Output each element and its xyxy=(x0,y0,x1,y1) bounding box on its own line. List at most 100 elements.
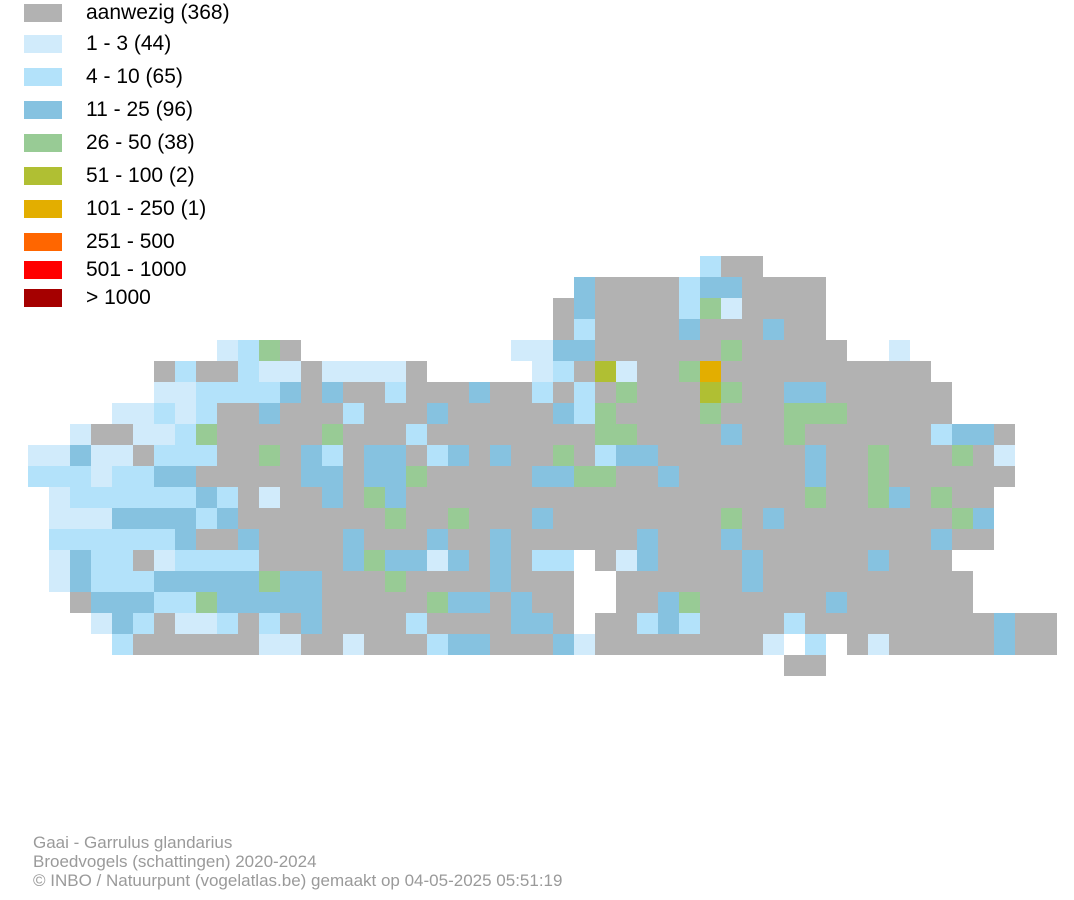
map-cell xyxy=(154,361,175,382)
map-cell xyxy=(616,592,637,613)
map-cell xyxy=(910,487,931,508)
map-cell xyxy=(322,592,343,613)
map-cell xyxy=(301,424,322,445)
map-cell xyxy=(595,340,616,361)
map-cell xyxy=(700,571,721,592)
map-cell xyxy=(616,571,637,592)
map-cell xyxy=(679,361,700,382)
map-cell xyxy=(637,277,658,298)
map-cell xyxy=(784,340,805,361)
map-cell xyxy=(91,487,112,508)
map-cell xyxy=(679,340,700,361)
map-cell xyxy=(385,361,406,382)
map-cell xyxy=(742,508,763,529)
map-cell xyxy=(763,424,784,445)
map-cell xyxy=(448,403,469,424)
map-cell xyxy=(196,634,217,655)
map-cell xyxy=(343,571,364,592)
map-cell xyxy=(238,571,259,592)
map-cell xyxy=(553,340,574,361)
map-cell xyxy=(133,466,154,487)
map-cell xyxy=(511,424,532,445)
map-cell xyxy=(280,466,301,487)
map-cell xyxy=(112,592,133,613)
map-cell xyxy=(490,466,511,487)
map-cell xyxy=(280,403,301,424)
map-cell xyxy=(406,592,427,613)
map-cell xyxy=(574,445,595,466)
map-cell xyxy=(532,529,553,550)
map-cell xyxy=(868,592,889,613)
map-cell xyxy=(196,361,217,382)
map-cell xyxy=(826,550,847,571)
map-cell xyxy=(364,529,385,550)
map-cell xyxy=(973,445,994,466)
map-cell xyxy=(553,529,574,550)
map-cell xyxy=(175,613,196,634)
map-cell xyxy=(406,613,427,634)
map-cell xyxy=(427,634,448,655)
map-cell xyxy=(511,529,532,550)
map-cell xyxy=(553,634,574,655)
map-cell xyxy=(427,424,448,445)
map-cell xyxy=(763,319,784,340)
map-cell xyxy=(574,298,595,319)
map-cell xyxy=(868,613,889,634)
map-cell xyxy=(49,529,70,550)
map-cell xyxy=(763,592,784,613)
map-cell xyxy=(532,382,553,403)
map-cell xyxy=(511,634,532,655)
map-cell xyxy=(637,445,658,466)
map-cell xyxy=(742,361,763,382)
species-name: Gaai - Garrulus glandarius xyxy=(33,833,233,852)
map-cell xyxy=(721,403,742,424)
map-cell xyxy=(574,529,595,550)
map-cell xyxy=(553,403,574,424)
map-cell xyxy=(406,424,427,445)
map-cell xyxy=(658,340,679,361)
map-cell xyxy=(889,550,910,571)
map-cell xyxy=(343,508,364,529)
map-cell xyxy=(112,550,133,571)
map-cell xyxy=(427,571,448,592)
map-cell xyxy=(490,403,511,424)
map-cell xyxy=(742,277,763,298)
map-cell xyxy=(616,361,637,382)
map-cell xyxy=(700,445,721,466)
map-cell xyxy=(721,508,742,529)
map-cell xyxy=(616,424,637,445)
legend-swatch xyxy=(24,35,62,53)
map-cell xyxy=(574,340,595,361)
map-cell xyxy=(784,403,805,424)
map-cell xyxy=(301,508,322,529)
map-cell xyxy=(301,550,322,571)
map-cell xyxy=(511,445,532,466)
map-cell xyxy=(238,466,259,487)
map-cell xyxy=(49,571,70,592)
map-cell xyxy=(280,424,301,445)
map-cell xyxy=(763,613,784,634)
map-cell xyxy=(931,424,952,445)
map-cell xyxy=(658,487,679,508)
map-cell xyxy=(280,382,301,403)
map-cell xyxy=(364,424,385,445)
map-cell xyxy=(805,529,826,550)
map-cell xyxy=(217,340,238,361)
map-cell xyxy=(952,529,973,550)
map-cell xyxy=(700,256,721,277)
map-cell xyxy=(511,550,532,571)
map-cell xyxy=(574,487,595,508)
map-cell xyxy=(112,634,133,655)
map-cell xyxy=(574,403,595,424)
map-cell xyxy=(175,508,196,529)
map-cell xyxy=(343,529,364,550)
map-cell xyxy=(301,466,322,487)
legend-label: 4 - 10 (65) xyxy=(86,65,183,88)
map-cell xyxy=(700,361,721,382)
map-cell xyxy=(280,361,301,382)
map-cell xyxy=(238,550,259,571)
map-cell xyxy=(154,424,175,445)
map-cell xyxy=(154,487,175,508)
map-cell xyxy=(931,445,952,466)
map-cell xyxy=(70,508,91,529)
